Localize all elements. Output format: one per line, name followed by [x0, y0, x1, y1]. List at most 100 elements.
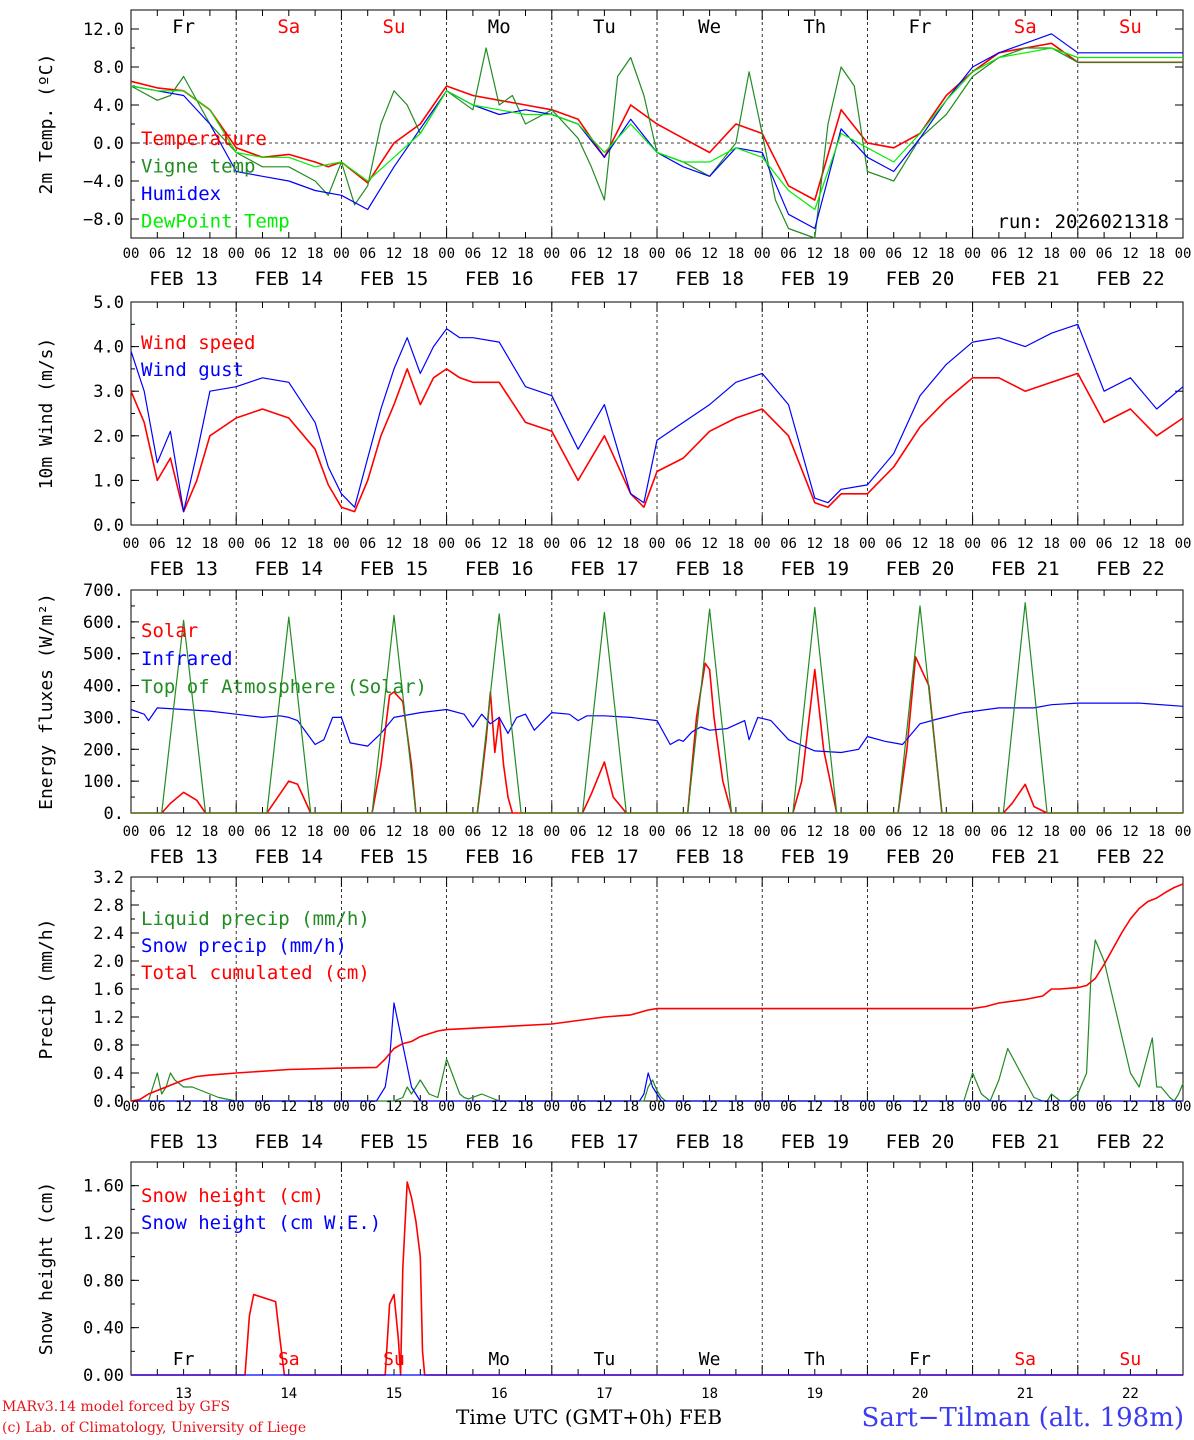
series-line-vigne-temp [130, 47, 1183, 239]
date-label: FEB 18 [675, 558, 744, 580]
day-number-label: 18 [701, 1386, 718, 1402]
weekday-label: Fr [173, 1349, 195, 1370]
y-tick-label: 2.0 [93, 427, 124, 447]
x-tick-label: 12 [1122, 824, 1139, 840]
x-tick-label: 00 [859, 1099, 876, 1115]
x-tick-label: 00 [859, 536, 876, 552]
date-label: FEB 21 [991, 268, 1060, 290]
x-tick-label: 18 [622, 246, 639, 262]
day-number-label: 14 [280, 1386, 297, 1402]
series-line-wind-speed [130, 368, 1184, 513]
x-tick-label: 00 [859, 246, 876, 262]
x-tick-label: 00 [123, 536, 140, 552]
x-tick-label: 18 [938, 246, 955, 262]
x-tick-label: 12 [912, 824, 929, 840]
x-tick-label: 06 [990, 824, 1007, 840]
legend-entry: Wind gust [141, 359, 244, 381]
date-label: FEB 16 [465, 846, 534, 868]
x-tick-label: 00 [438, 536, 455, 552]
legend-entry: Vigne temp [141, 156, 255, 178]
date-label: FEB 19 [780, 558, 849, 580]
y-axis-label: Precip (mm/h) [36, 919, 57, 1060]
y-tick-label: 700. [83, 581, 124, 601]
y-tick-label: −8.0 [83, 210, 124, 230]
x-tick-label: 18 [1043, 824, 1060, 840]
y-tick-label: 0.00 [83, 1366, 124, 1386]
x-tick-label: 06 [254, 824, 271, 840]
x-tick-label: 00 [1175, 536, 1192, 552]
x-tick-label: 12 [1017, 246, 1034, 262]
y-tick-label: 200. [83, 740, 124, 760]
date-label: FEB 18 [675, 268, 744, 290]
x-tick-label: 12 [701, 536, 718, 552]
y-tick-label: 4.0 [93, 338, 124, 358]
x-tick-label: 12 [386, 824, 403, 840]
date-label: FEB 21 [991, 1131, 1060, 1153]
x-tick-label: 18 [1148, 824, 1165, 840]
y-tick-label: 0.0 [93, 1092, 124, 1112]
x-tick-label: 12 [1017, 824, 1034, 840]
x-tick-label: 12 [491, 536, 508, 552]
legend-entry: Solar [141, 620, 198, 642]
x-tick-label: 06 [675, 536, 692, 552]
date-label: FEB 14 [254, 268, 323, 290]
x-tick-label: 12 [280, 1099, 297, 1115]
weekday-label: Su [383, 16, 406, 38]
x-tick-label: 12 [806, 536, 823, 552]
x-tick-label: 18 [517, 536, 534, 552]
y-tick-label: 1.60 [83, 1177, 124, 1197]
x-tick-label: 18 [412, 1099, 429, 1115]
series-line-snow-height-cm- [131, 1181, 1183, 1376]
x-tick-label: 18 [517, 1099, 534, 1115]
x-tick-label: 12 [596, 824, 613, 840]
date-label: FEB 22 [1096, 268, 1165, 290]
x-tick-label: 12 [386, 1099, 403, 1115]
legend-entry: Snow precip (mm/h) [141, 935, 347, 957]
weekday-label: Sa [1014, 16, 1037, 38]
y-axis-label: Energy fluxes (W/m²) [36, 593, 57, 810]
x-tick-label: 18 [622, 1099, 639, 1115]
x-tick-label: 00 [228, 536, 245, 552]
y-tick-label: 0.4 [93, 1064, 124, 1084]
series-line-top-of-atmosphere-solar- [131, 602, 1183, 814]
day-number-label: 17 [596, 1386, 613, 1402]
x-tick-label: 12 [1017, 1099, 1034, 1115]
date-label: FEB 16 [465, 268, 534, 290]
x-tick-label: 06 [1096, 824, 1113, 840]
weekday-label: Sa [277, 16, 300, 38]
panel-energy [130, 589, 1184, 814]
x-tick-label: 06 [1096, 1099, 1113, 1115]
date-label: FEB 18 [675, 846, 744, 868]
plot-frame [130, 589, 1184, 814]
x-tick-label: 18 [307, 536, 324, 552]
x-tick-label: 00 [859, 824, 876, 840]
y-tick-label: 300. [83, 708, 124, 728]
x-tick-label: 06 [254, 1099, 271, 1115]
day-number-label: 16 [491, 1386, 508, 1402]
series-line-temperature [130, 42, 1183, 201]
panel-snow [130, 1161, 1184, 1376]
weekday-label: Mo [488, 1349, 510, 1370]
station-name: Sart−Tilman (alt. 198m) [861, 1403, 1184, 1433]
x-tick-label: 06 [780, 536, 797, 552]
x-tick-label: 00 [964, 1099, 981, 1115]
x-tick-label: 00 [333, 1099, 350, 1115]
x-axis-title: Time UTC (GMT+0h) FEB [456, 1405, 723, 1429]
legend-entry: Infrared [141, 648, 233, 670]
x-tick-label: 12 [280, 824, 297, 840]
y-tick-label: 0.0 [93, 134, 124, 154]
legend-entry: Temperature [141, 128, 267, 150]
x-tick-label: 06 [254, 536, 271, 552]
x-tick-label: 18 [412, 246, 429, 262]
x-tick-label: 06 [570, 1099, 587, 1115]
day-number-label: 19 [806, 1386, 823, 1402]
x-tick-label: 00 [1175, 824, 1192, 840]
weekday-label: Tu [594, 1349, 616, 1370]
day-number-label: 20 [912, 1386, 929, 1402]
x-tick-label: 12 [806, 1099, 823, 1115]
x-tick-label: 00 [754, 824, 771, 840]
x-tick-label: 00 [438, 824, 455, 840]
credit-line-2: (c) Lab. of Climatology, University of L… [2, 1420, 307, 1436]
weekday-label: Su [1120, 1349, 1142, 1370]
x-tick-label: 00 [333, 246, 350, 262]
